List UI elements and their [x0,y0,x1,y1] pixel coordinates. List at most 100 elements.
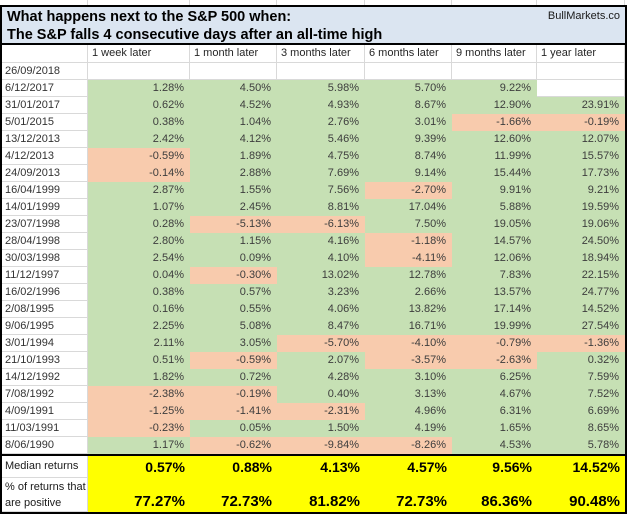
return-cell: 2.42% [88,131,190,148]
return-cell: 3.10% [365,369,452,386]
date-cell: 2/08/1995 [2,301,88,318]
column-header: 1 month later [190,45,277,63]
return-cell: 7.52% [537,386,625,403]
return-cell: 13.02% [277,267,365,284]
return-cell: -9.84% [277,437,365,454]
table-row: 26/09/2018 [2,63,625,80]
date-cell: 16/02/1996 [2,284,88,301]
column-header: 6 months later [365,45,452,63]
return-cell: 5.08% [190,318,277,335]
return-cell: -0.59% [190,352,277,369]
return-cell: 12.06% [452,250,537,267]
return-cell: 2.11% [88,335,190,352]
return-cell: 0.32% [537,352,625,369]
date-cell: 8/06/1990 [2,437,88,454]
return-cell: 2.80% [88,233,190,250]
date-cell: 11/03/1991 [2,420,88,437]
return-cell: 9.14% [365,165,452,182]
return-cell: 12.07% [537,131,625,148]
table-row: 16/02/1996 0.38% 0.57% 3.23% 2.66% 13.57% 24.7… [2,284,625,301]
return-cell: -5.13% [190,216,277,233]
return-cell: 1.15% [190,233,277,250]
return-cell: 2.88% [190,165,277,182]
date-cell: 9/06/1995 [2,318,88,335]
return-cell: 8.65% [537,420,625,437]
return-cell: 0.28% [88,216,190,233]
top-gridline-strip [0,0,627,5]
return-cell [277,63,365,80]
return-cell: 24.77% [537,284,625,301]
date-cell: 30/03/1998 [2,250,88,267]
return-cell: 2.76% [277,114,365,131]
table-row: 23/07/1998 0.28% -5.13% -6.13% 7.50% 19.05% 19… [2,216,625,233]
return-cell: 5.70% [365,80,452,97]
median-label: Median returns [2,456,88,478]
return-cell: 4.19% [365,420,452,437]
return-cell: 7.69% [277,165,365,182]
column-header: 1 week later [88,45,190,63]
return-cell: 0.40% [277,386,365,403]
return-cell: -2.31% [277,403,365,420]
column-header: 3 months later [277,45,365,63]
return-cell: 18.94% [537,250,625,267]
return-cell: 5.88% [452,199,537,216]
return-cell: 0.72% [190,369,277,386]
return-cell [537,63,625,80]
date-cell: 6/12/2017 [2,80,88,97]
return-cell [190,63,277,80]
positive-pct-cell: 86.36% [452,478,537,512]
return-cell: -0.62% [190,437,277,454]
return-cell: 14.57% [452,233,537,250]
date-cell: 24/09/2013 [2,165,88,182]
return-cell: 6.31% [452,403,537,420]
return-cell: 8.74% [365,148,452,165]
page-title: What happens next to the S&P 500 when: [7,9,292,25]
percent-positive-label: % of returns that are positive [2,478,88,512]
date-cell: 16/04/1999 [2,182,88,199]
positive-pct-cell: 77.27% [88,478,190,512]
table-row: 9/06/1995 2.25% 5.08% 8.47% 16.71% 19.99% 27.5… [2,318,625,335]
return-cell: -0.23% [88,420,190,437]
percent-positive-label-line2: are positive [5,497,62,509]
return-cell [537,80,625,97]
return-cell: 0.09% [190,250,277,267]
return-cell: 0.57% [190,284,277,301]
date-cell: 3/01/1994 [2,335,88,352]
return-cell: 0.38% [88,114,190,131]
positive-pct-cell: 72.73% [365,478,452,512]
return-cell: 1.17% [88,437,190,454]
median-value-cell: 0.88% [190,456,277,478]
return-cell: -1.18% [365,233,452,250]
table-row: 31/01/2017 0.62% 4.52% 4.93% 8.67% 12.90% 23.9… [2,97,625,114]
return-cell: -0.79% [452,335,537,352]
return-cell: 4.67% [452,386,537,403]
table-row: 4/09/1991 -1.25% -1.41% -2.31% 4.96% 6.31% 6.6… [2,403,625,420]
return-cell: -0.14% [88,165,190,182]
median-value-cell: 4.13% [277,456,365,478]
date-cell: 4/12/2013 [2,148,88,165]
return-cell: 1.55% [190,182,277,199]
table-row: 28/04/1998 2.80% 1.15% 4.16% -1.18% 14.57% 24.… [2,233,625,250]
date-cell: 31/01/2017 [2,97,88,114]
return-cell: 3.23% [277,284,365,301]
return-cell: 27.54% [537,318,625,335]
return-cell: 15.44% [452,165,537,182]
return-cell: -1.36% [537,335,625,352]
return-cell: 2.25% [88,318,190,335]
table-row: 21/10/1993 0.51% -0.59% 2.07% -3.57% -2.63% 0.… [2,352,625,369]
return-cell: 1.28% [88,80,190,97]
date-cell: 26/09/2018 [2,63,88,80]
median-value-cell: 0.57% [88,456,190,478]
return-cell: 13.82% [365,301,452,318]
return-cell: 8.81% [277,199,365,216]
return-cell: 3.01% [365,114,452,131]
date-cell: 23/07/1998 [2,216,88,233]
data-rows: 26/09/2018 6/12/2017 1.28% 4.50% 5.98% 5.70% 9… [2,63,625,454]
page-subtitle: The S&P falls 4 consecutive days after a… [7,27,383,43]
table-row: 5/01/2015 0.38% 1.04% 2.76% 3.01% -1.66% -0.19… [2,114,625,131]
table-row: 8/06/1990 1.17% -0.62% -9.84% -8.26% 4.53% 5.7… [2,437,625,454]
return-cell: 4.28% [277,369,365,386]
return-cell: 5.78% [537,437,625,454]
table-row: 11/03/1991 -0.23% 0.05% 1.50% 4.19% 1.65% 8.65… [2,420,625,437]
table-row: 6/12/2017 1.28% 4.50% 5.98% 5.70% 9.22% [2,80,625,97]
